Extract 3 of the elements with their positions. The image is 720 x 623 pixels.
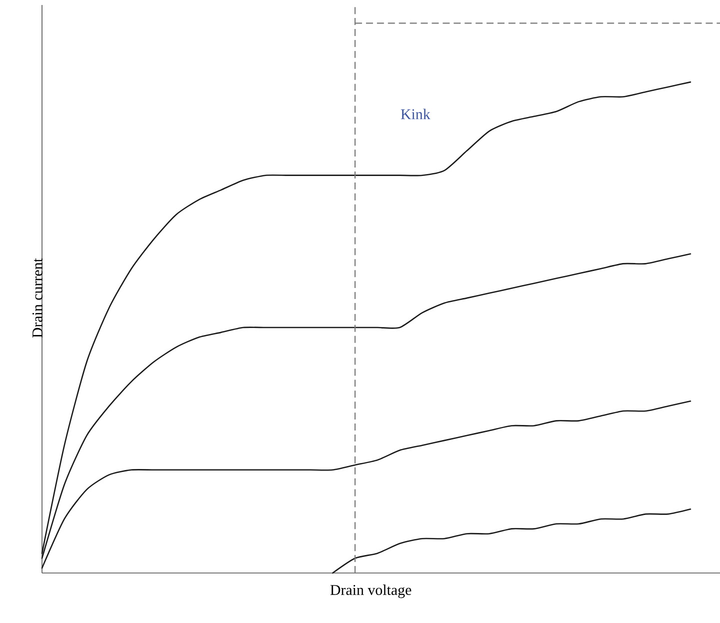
y-axis-title: Drain current — [32, 258, 42, 338]
annotation: Kink — [400, 108, 430, 120]
x-axis-title: Drain voltage — [330, 584, 412, 598]
